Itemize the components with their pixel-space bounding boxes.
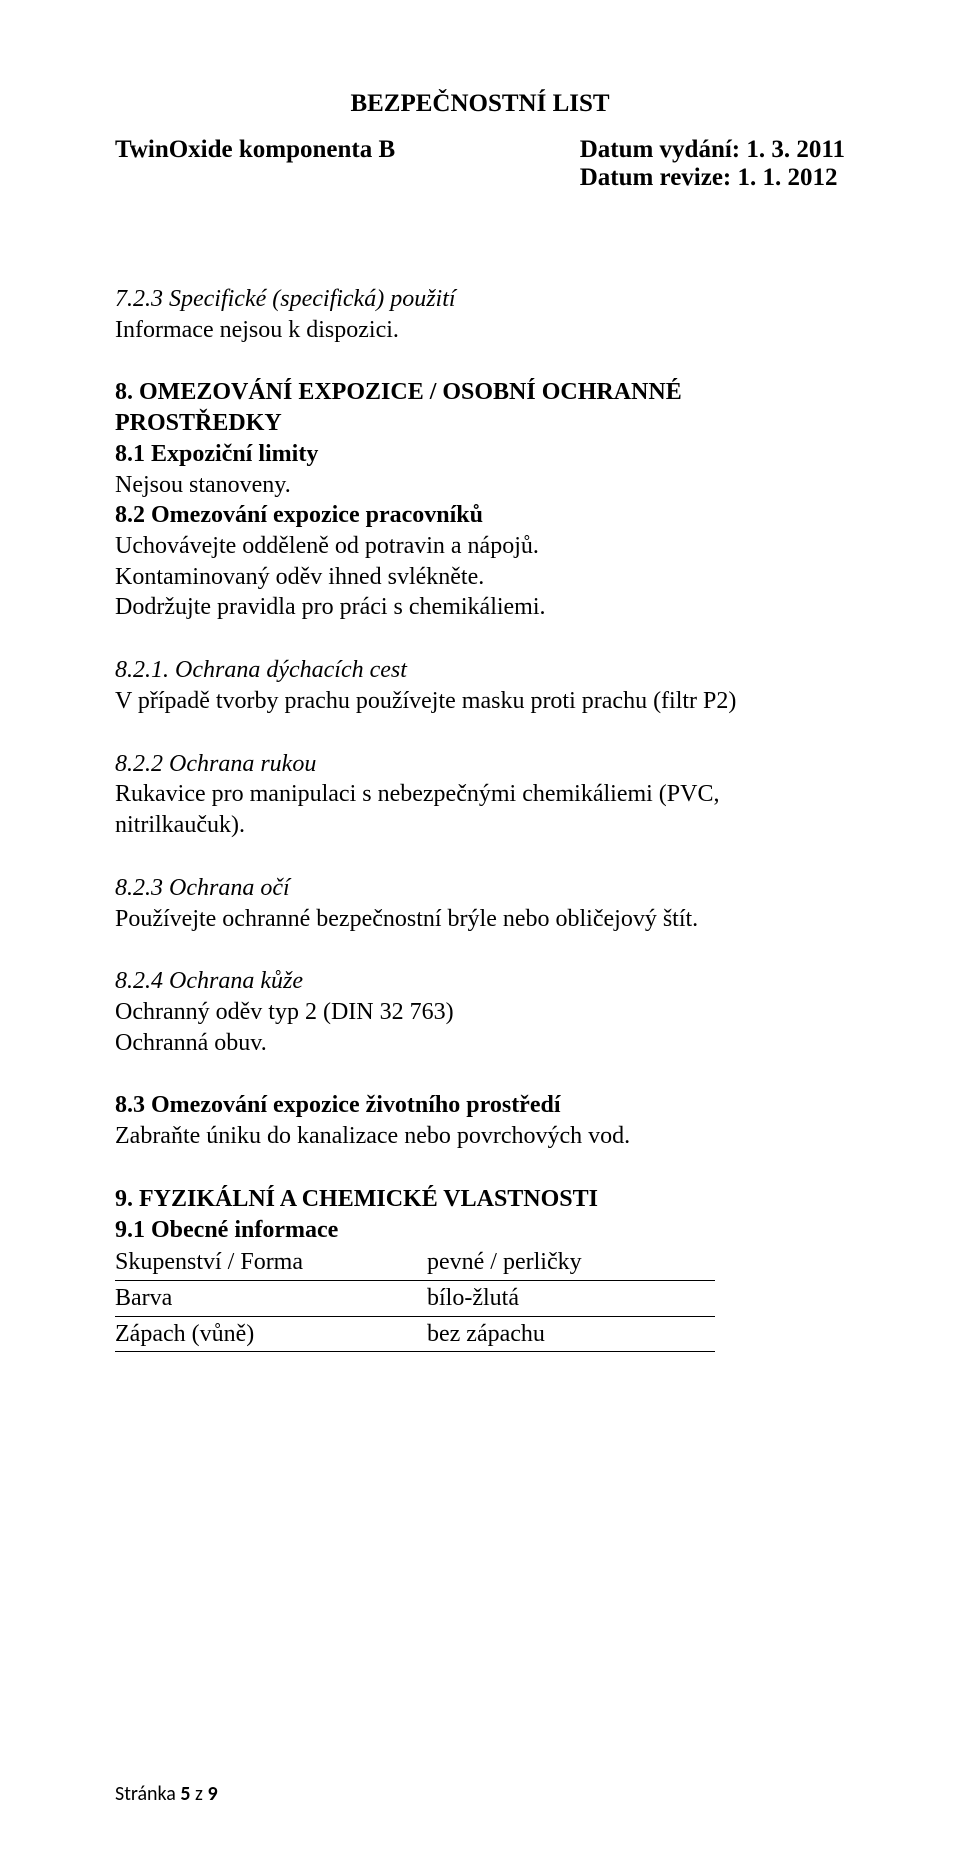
prop-label: Barva — [115, 1280, 427, 1316]
section-8-2-title: 8.2 Omezování expozice pracovníků — [115, 500, 845, 531]
issue-date: Datum vydání: 1. 3. 2011 — [580, 136, 845, 164]
page: BEZPEČNOSTNÍ LIST TwinOxide komponenta B… — [0, 0, 960, 1866]
prop-value: pevné / perličky — [427, 1245, 715, 1280]
section-7-2-3: 7.2.3 Specifické (specifická) použití In… — [115, 284, 845, 345]
section-8-2-2: 8.2.2 Ochrana rukou Rukavice pro manipul… — [115, 749, 845, 841]
section-8-2-4-line2: Ochranná obuv. — [115, 1028, 845, 1059]
table-row: Skupenství / Forma pevné / perličky — [115, 1245, 715, 1280]
section-8-2-3-text: Používejte ochranné bezpečnostní brýle n… — [115, 904, 845, 935]
section-8-2-1-title: 8.2.1. Ochrana dýchacích cest — [115, 655, 845, 686]
section-7-2-3-title: 7.2.3 Specifické (specifická) použití — [115, 284, 845, 315]
prop-value: bílo-žlutá — [427, 1280, 715, 1316]
section-8-3: 8.3 Omezování expozice životního prostře… — [115, 1090, 845, 1151]
section-8-2-2-title: 8.2.2 Ochrana rukou — [115, 749, 845, 780]
section-8-2-3-title: 8.2.3 Ochrana očí — [115, 873, 845, 904]
product-name: TwinOxide komponenta B — [115, 136, 395, 164]
section-8-3-text: Zabraňte úniku do kanalizace nebo povrch… — [115, 1121, 845, 1152]
header-row: TwinOxide komponenta B Datum vydání: 1. … — [115, 136, 845, 192]
section-8-2-3: 8.2.3 Ochrana očí Používejte ochranné be… — [115, 873, 845, 934]
properties-table: Skupenství / Forma pevné / perličky Barv… — [115, 1245, 715, 1352]
footer-prefix: Stránka — [115, 1782, 180, 1806]
section-8-title: 8. OMEZOVÁNÍ EXPOZICE / OSOBNÍ OCHRANNÉ … — [115, 377, 845, 438]
section-8-2-2-text: Rukavice pro manipulaci s nebezpečnými c… — [115, 779, 845, 840]
section-8-2-4: 8.2.4 Ochrana kůže Ochranný oděv typ 2 (… — [115, 966, 845, 1058]
section-9-title: 9. FYZIKÁLNÍ A CHEMICKÉ VLASTNOSTI — [115, 1184, 845, 1215]
section-8: 8. OMEZOVÁNÍ EXPOZICE / OSOBNÍ OCHRANNÉ … — [115, 377, 845, 623]
section-8-3-title: 8.3 Omezování expozice životního prostře… — [115, 1090, 845, 1121]
doc-title: BEZPEČNOSTNÍ LIST — [115, 90, 845, 118]
section-7-2-3-text: Informace nejsou k dispozici. — [115, 315, 845, 346]
section-9-1-title: 9.1 Obecné informace — [115, 1215, 845, 1246]
spacer — [115, 623, 845, 655]
section-8-2-line2: Kontaminovaný oděv ihned svlékněte. — [115, 562, 845, 593]
table-row: Zápach (vůně) bez zápachu — [115, 1316, 715, 1352]
section-8-2-line1: Uchovávejte odděleně od potravin a nápoj… — [115, 531, 845, 562]
section-8-2-1: 8.2.1. Ochrana dýchacích cest V případě … — [115, 655, 845, 716]
section-9: 9. FYZIKÁLNÍ A CHEMICKÉ VLASTNOSTI 9.1 O… — [115, 1184, 845, 1353]
table-row: Barva bílo-žlutá — [115, 1280, 715, 1316]
footer-page-current: 5 — [180, 1782, 190, 1806]
page-footer: Stránka 5 z 9 — [115, 1782, 218, 1806]
prop-label: Zápach (vůně) — [115, 1316, 427, 1352]
footer-page-total: 9 — [207, 1782, 217, 1806]
section-8-2-4-title: 8.2.4 Ochrana kůže — [115, 966, 845, 997]
revision-date: Datum revize: 1. 1. 2012 — [580, 164, 845, 192]
header-dates: Datum vydání: 1. 3. 2011 Datum revize: 1… — [580, 136, 845, 192]
section-8-2-4-line1: Ochranný oděv typ 2 (DIN 32 763) — [115, 997, 845, 1028]
section-8-1-text: Nejsou stanoveny. — [115, 470, 845, 501]
prop-value: bez zápachu — [427, 1316, 715, 1352]
prop-label: Skupenství / Forma — [115, 1245, 427, 1280]
footer-z: z — [191, 1782, 208, 1806]
section-8-2-line3: Dodržujte pravidla pro práci s chemikáli… — [115, 592, 845, 623]
section-8-1-title: 8.1 Expoziční limity — [115, 439, 845, 470]
section-8-2-1-text: V případě tvorby prachu používejte masku… — [115, 686, 845, 717]
